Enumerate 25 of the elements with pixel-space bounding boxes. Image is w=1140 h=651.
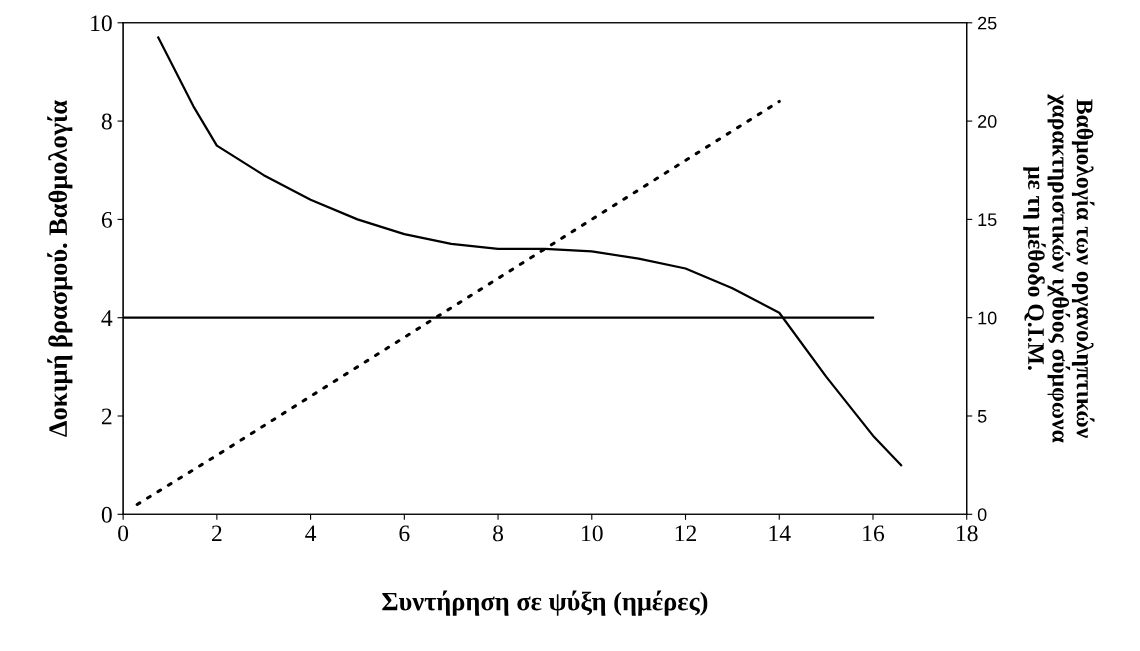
- x-tick-label: 14: [769, 525, 791, 542]
- y-tick-label: 4: [101, 310, 113, 326]
- y2-tick-label: 25: [978, 16, 997, 30]
- x-tick-label: 16: [863, 525, 885, 542]
- y2-tick-label: 15: [978, 213, 997, 227]
- y2-tick-label: 10: [978, 311, 997, 325]
- x-tick-label: 8: [493, 525, 504, 542]
- x-tick-label: 4: [305, 525, 317, 542]
- y2-axis-title: Βαθμολογία των οργανοληπτικών χαρακτηριστικών ιχθύος σύμφωνα με τη μέθοδο Q.I.M.: [1023, 94, 1095, 443]
- y-tick-label: 10: [91, 15, 112, 32]
- y2-tick-label: 20: [978, 115, 997, 128]
- x-tick-label: 12: [675, 525, 697, 542]
- y-tick-label: 0: [101, 506, 112, 523]
- x-tick-label: 6: [399, 525, 410, 542]
- y-axis-title: Δοκιμή βρασμού. Βαθμολογία: [47, 100, 73, 437]
- x-axis-title: Συντήρηση σε ψύξη (ημέρες): [382, 590, 708, 616]
- y2-tick-label: 0: [977, 508, 987, 522]
- x-tick-label: 2: [211, 525, 222, 542]
- y2-tick-label: 5: [977, 410, 987, 423]
- x-tick-label: 18: [956, 525, 978, 542]
- x-tick-label: 0: [118, 525, 129, 542]
- y-tick-label: 8: [101, 113, 112, 130]
- y-tick-label: 2: [101, 408, 112, 425]
- x-tick-label: 10: [582, 525, 603, 542]
- y-tick-label: 6: [101, 211, 112, 228]
